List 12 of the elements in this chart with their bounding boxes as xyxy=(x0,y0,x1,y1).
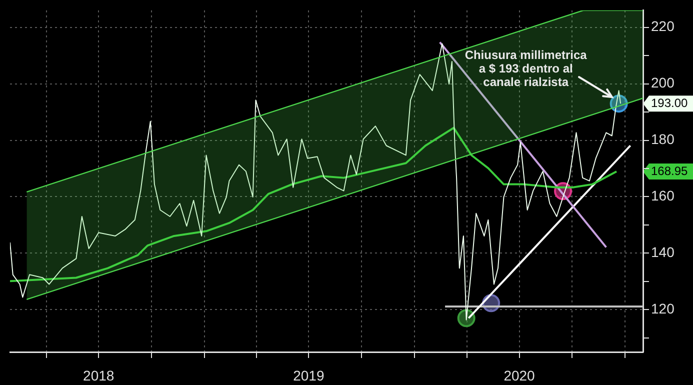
x-tick-label: 2018 xyxy=(83,367,114,384)
y-tick-label: 140 xyxy=(651,244,675,260)
y-tick-label: 168.95 xyxy=(651,164,688,178)
y-tick-label: 180 xyxy=(651,131,675,148)
y-tick-label: 120 xyxy=(651,300,675,317)
y-tick-label: 193.00 xyxy=(651,96,688,110)
x-tick-label: 2020 xyxy=(504,367,536,384)
annotation: Chiusura millimetrica a $ 193 dentro al canale rialzista xyxy=(464,48,588,89)
y-tick-label: 200 xyxy=(651,74,675,91)
x-tick-label: 2019 xyxy=(293,367,324,384)
y-tick-label: 160 xyxy=(651,188,675,204)
y-tick-label: 220 xyxy=(651,18,675,34)
